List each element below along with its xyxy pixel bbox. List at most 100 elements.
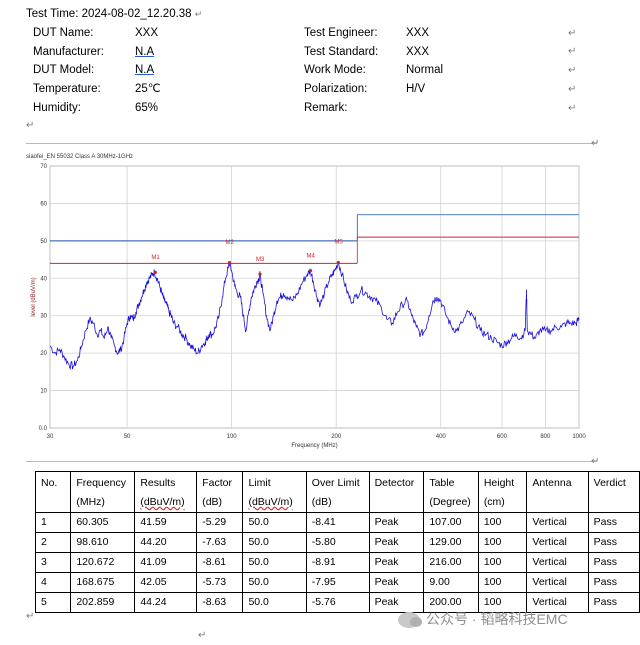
table-cell: Pass [587, 512, 640, 533]
table-cell: 168.675 [70, 572, 136, 593]
chart-title: siaofei_EN 55032 Class A 30MHz-1GHz [26, 154, 133, 160]
table-cell: -8.91 [305, 552, 370, 573]
table-cell: Pass [587, 572, 640, 593]
table-cell: 98.610 [70, 532, 136, 553]
wechat-icon [398, 612, 422, 629]
table-cell: 107.00 [423, 512, 479, 533]
x-tick-label: 1000 [572, 434, 586, 440]
y-tick-label: 20 [40, 351, 47, 357]
column-header-title: No. [41, 477, 58, 489]
manufacturer-label: Manufacturer: [33, 46, 104, 58]
table-cell: 50.0 [242, 512, 307, 533]
table-row: 5 202.859 44.24 -8.63 50.0 -5.76 Peak 200.00 100… [34, 592, 640, 613]
table-cell: Vertical [526, 592, 589, 613]
x-axis-label: Frequency (MHz) [291, 443, 337, 449]
column-header: Verdict [587, 471, 640, 513]
table-cell: -5.29 [196, 512, 244, 533]
table-cell: 50.0 [242, 552, 307, 573]
divider [26, 143, 597, 144]
x-tick-label: 400 [436, 434, 447, 440]
table-cell: 100 [477, 592, 528, 613]
test-standard-value: XXX [406, 46, 430, 58]
paragraph-mark: ↵ [568, 65, 577, 76]
divider [26, 461, 597, 462]
table-cell: 60.305 [70, 512, 136, 533]
marker-point [153, 270, 157, 274]
table-cell: 5 [34, 592, 72, 613]
table-cell: 50.0 [242, 592, 307, 613]
polarization-label: Polarization: [304, 83, 368, 95]
x-tick-label: 30 [47, 434, 54, 440]
column-header: Detector [368, 471, 425, 513]
paragraph-mark: ↵ [198, 630, 207, 641]
table-cell: Pass [587, 592, 640, 613]
x-tick-label: 600 [497, 434, 508, 440]
table-cell: 216.00 [423, 552, 479, 573]
column-header: Limit (dBuV/m) [242, 471, 307, 513]
table-cell: Peak [368, 552, 425, 573]
table-cell: -5.76 [305, 592, 370, 613]
plot-frame [49, 165, 580, 429]
paragraph-mark: ↵ [26, 120, 35, 131]
table-cell: 41.59 [134, 512, 198, 533]
column-header: Over Limit (dB) [305, 471, 370, 513]
table-cell: Vertical [526, 572, 589, 593]
table-header-row: No. Frequency (MHz) Results (dBuV/m) Factor (d… [34, 471, 640, 513]
table-cell: 3 [34, 552, 72, 573]
table-cell: 50.0 [242, 572, 307, 593]
paragraph-mark: ↵ [591, 456, 600, 467]
table-cell: 41.09 [134, 552, 198, 573]
marker-point [258, 272, 262, 276]
test-engineer-label: Test Engineer: [304, 27, 378, 39]
test-time: Test Time: 2024-08-02_12.20.38 ↵ [26, 8, 203, 20]
temperature-label: Temperature: [33, 83, 101, 95]
x-tick-label: 200 [331, 434, 342, 440]
column-header: No. [34, 471, 72, 513]
table-cell: Peak [368, 572, 425, 593]
table-cell: -5.80 [305, 532, 370, 553]
table-cell: Peak [368, 532, 425, 553]
table-cell: 4 [34, 572, 72, 593]
table-cell: -8.63 [196, 592, 244, 613]
table-cell: 129.00 [423, 532, 479, 553]
table-cell: 42.05 [134, 572, 198, 593]
marker-label: M3 [256, 257, 265, 263]
paragraph-mark: ↵ [568, 28, 577, 39]
table-cell: 44.24 [134, 592, 198, 613]
table-cell: -8.61 [196, 552, 244, 573]
table-cell: -5.73 [196, 572, 244, 593]
y-tick-label: 0.0 [39, 426, 48, 432]
work-mode-label: Work Mode: [304, 64, 366, 76]
table-cell: -7.63 [196, 532, 244, 553]
humidity-label: Humidity: [33, 102, 81, 114]
paragraph-mark: ↵ [568, 103, 577, 114]
column-header: Results (dBuV/m) [134, 471, 198, 513]
table-body: 1 60.305 41.59 -5.29 50.0 -8.41 Peak 107.00 100 V… [34, 512, 640, 613]
work-mode-value: Normal [406, 64, 444, 76]
column-header-title: Factor [202, 477, 232, 489]
temperature-value: 25℃ [135, 83, 161, 95]
emission-trace [49, 260, 580, 371]
table-cell: Vertical [526, 532, 589, 553]
x-tick-label: 100 [227, 434, 238, 440]
table-row: 2 98.610 44.20 -7.63 50.0 -5.80 Peak 129.00 100 V… [34, 532, 640, 553]
column-header-unit: (MHz) [76, 496, 105, 508]
table-cell: 120.672 [70, 552, 136, 573]
column-header-title: Results [140, 477, 176, 489]
dut-model-value: N.A [135, 64, 155, 76]
test-standard-label: Test Standard: [304, 46, 379, 58]
table-cell: 50.0 [242, 532, 307, 553]
column-header-title: Limit [248, 477, 271, 489]
table-cell: Pass [587, 532, 640, 553]
humidity-value: 65% [135, 102, 159, 114]
x-tick-label: 800 [540, 434, 551, 440]
table-cell: 100 [477, 572, 528, 593]
table-cell: -7.95 [305, 572, 370, 593]
column-header-title: Height [483, 477, 515, 489]
table-cell: Peak [368, 512, 425, 533]
column-header-unit: (dBuV/m) [248, 496, 293, 508]
chart-svg: siaofei_EN 55032 Class A 30MHz-1GHz 0.0 10… [26, 154, 586, 449]
manufacturer-value: N.A [135, 46, 155, 58]
marker-point [308, 269, 313, 273]
table-cell: 9.00 [423, 572, 479, 593]
